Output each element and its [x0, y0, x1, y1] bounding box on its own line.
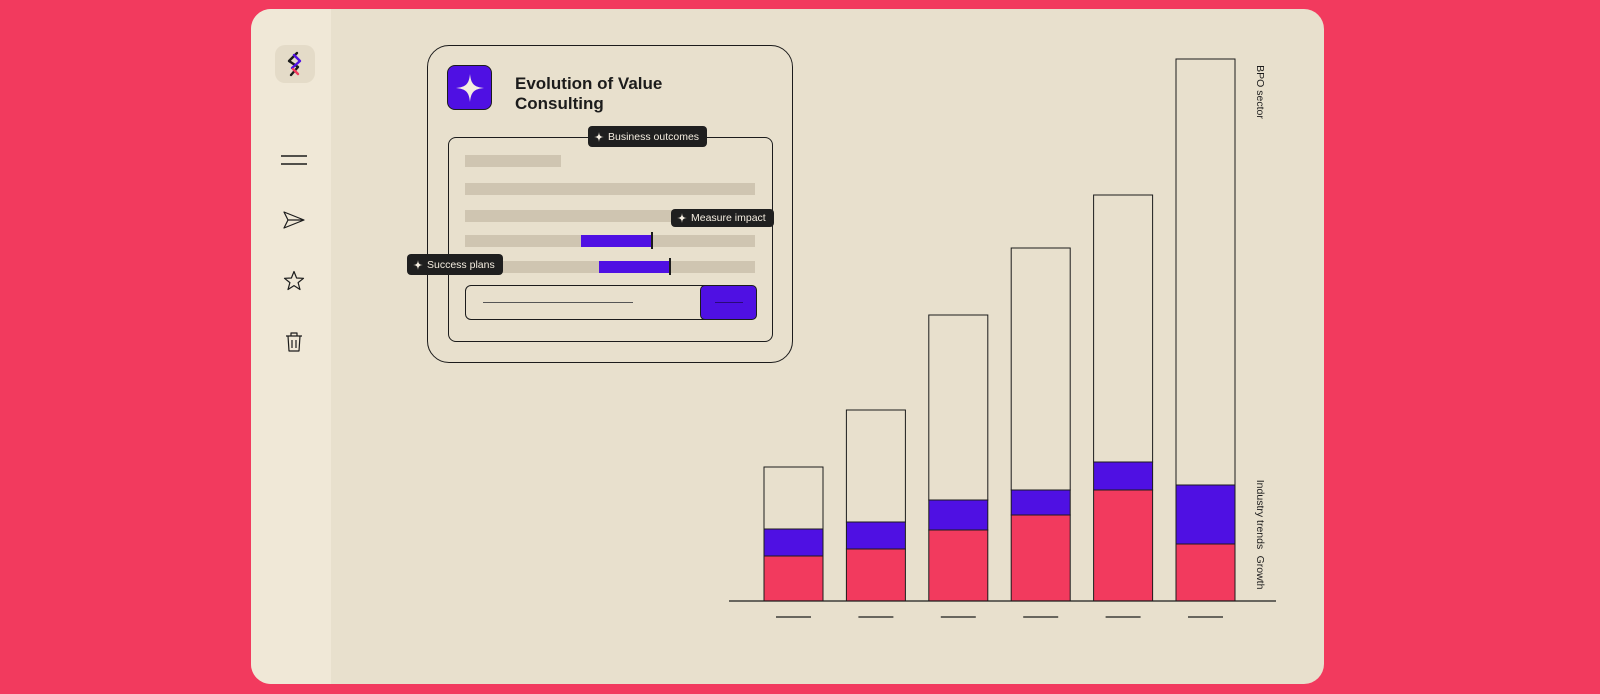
bar-segment-growth	[1093, 489, 1154, 602]
legend-label-industry-trends: Industry trends	[1254, 480, 1266, 549]
bar-segment-bpo-sector	[845, 409, 906, 523]
logo-icon[interactable]	[275, 45, 315, 83]
menu-icon[interactable]	[277, 145, 311, 175]
placeholder-bar	[465, 155, 561, 167]
placeholder-bar	[465, 183, 755, 195]
card-title: Evolution of Value Consulting	[515, 74, 663, 113]
form-panel	[448, 137, 773, 342]
bar-segment-bpo-sector	[928, 314, 989, 501]
submit-label-line	[715, 302, 743, 303]
sparkle-icon	[677, 213, 687, 223]
bar-chart: Growth Industry trends BPO sector	[729, 58, 1276, 618]
trash-icon[interactable]	[277, 327, 311, 357]
tag-label: Measure impact	[691, 212, 766, 224]
bar-segment-growth	[845, 548, 906, 602]
text-input[interactable]	[465, 285, 757, 320]
legend-label-growth: Growth	[1254, 556, 1266, 590]
bar-segment-growth	[928, 529, 989, 602]
sparkle-icon	[413, 259, 423, 270]
progress-handle[interactable]	[651, 232, 653, 249]
tag-label: Business outcomes	[608, 130, 700, 143]
bar-segment-industry-trends	[1093, 461, 1154, 491]
bar-segment-industry-trends	[1175, 484, 1236, 545]
sparkle-icon	[594, 131, 604, 142]
sparkle-icon	[447, 65, 492, 110]
tag-success-plans: Success plans	[407, 254, 503, 275]
tag-measure-impact: Measure impact	[671, 209, 774, 227]
progress-fill	[581, 235, 651, 247]
bar-segment-bpo-sector	[763, 466, 824, 530]
legend-label-bpo-sector: BPO sector	[1254, 65, 1266, 119]
bar-segment-growth	[1010, 514, 1071, 602]
value-consulting-card: Evolution of Value Consulting	[427, 45, 793, 363]
send-icon[interactable]	[277, 205, 311, 235]
progress-fill	[599, 261, 669, 273]
bar-segment-growth	[763, 555, 824, 602]
submit-button[interactable]	[700, 285, 757, 320]
placeholder-bar	[465, 210, 675, 222]
tag-business-outcomes: Business outcomes	[588, 126, 708, 147]
bar-segment-growth	[1175, 543, 1236, 602]
progress-handle[interactable]	[669, 258, 671, 275]
input-placeholder-line	[483, 302, 633, 303]
star-icon[interactable]	[277, 266, 311, 296]
tag-label: Success plans	[427, 258, 495, 271]
bar-segment-industry-trends	[928, 499, 989, 531]
bar-segment-bpo-sector	[1175, 58, 1236, 486]
bar-segment-bpo-sector	[1010, 247, 1071, 491]
sidebar	[251, 9, 331, 684]
bar-segment-industry-trends	[1010, 489, 1071, 516]
bar-segment-bpo-sector	[1093, 194, 1154, 463]
app-window: Growth Industry trends BPO sector Evolutio…	[251, 9, 1324, 684]
bar-segment-industry-trends	[845, 521, 906, 550]
bar-segment-industry-trends	[763, 528, 824, 557]
